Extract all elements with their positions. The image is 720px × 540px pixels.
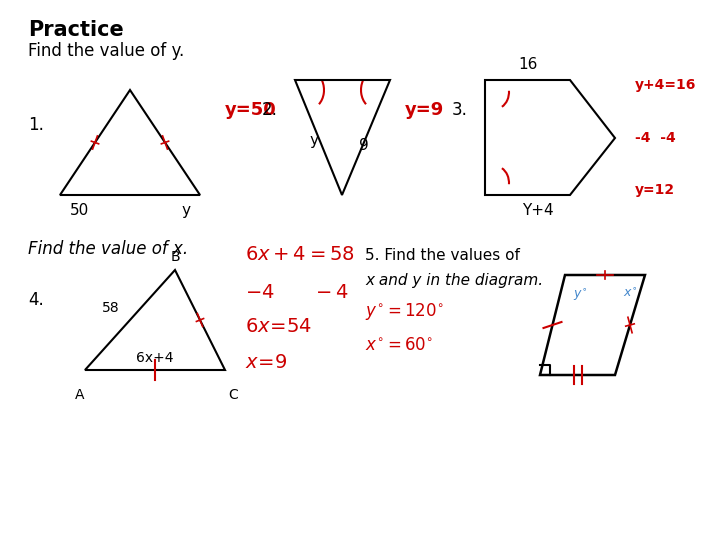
Text: x and y in the diagram.: x and y in the diagram. bbox=[365, 273, 543, 287]
Text: y+4=16: y+4=16 bbox=[635, 78, 696, 92]
Text: -4  -4: -4 -4 bbox=[635, 131, 676, 145]
Text: $x^{\circ}$: $x^{\circ}$ bbox=[623, 287, 637, 300]
Text: $6x+4=58$: $6x+4=58$ bbox=[245, 246, 355, 265]
Text: 4.: 4. bbox=[28, 291, 44, 309]
Text: 3.: 3. bbox=[452, 101, 468, 119]
Text: $y^{\circ}$: $y^{\circ}$ bbox=[573, 287, 588, 303]
Text: 6x+4: 6x+4 bbox=[136, 351, 174, 365]
Text: $x^{\circ}=60^{\circ}$: $x^{\circ}=60^{\circ}$ bbox=[365, 336, 433, 354]
Text: y: y bbox=[310, 132, 318, 147]
Text: Practice: Practice bbox=[28, 20, 124, 40]
Text: 2.: 2. bbox=[262, 101, 278, 119]
Text: 5. Find the values of: 5. Find the values of bbox=[365, 247, 525, 262]
Text: A: A bbox=[76, 388, 85, 402]
Text: y: y bbox=[182, 203, 191, 218]
Text: y=9: y=9 bbox=[405, 101, 444, 119]
Text: 16: 16 bbox=[518, 57, 537, 72]
Text: Find the value of x.: Find the value of x. bbox=[28, 240, 188, 258]
Text: C: C bbox=[228, 388, 238, 402]
Text: Y+4: Y+4 bbox=[522, 203, 553, 218]
Text: 50: 50 bbox=[70, 203, 89, 218]
Text: y=50: y=50 bbox=[225, 101, 276, 119]
Text: y=12: y=12 bbox=[635, 183, 675, 197]
Text: Find the value of y.: Find the value of y. bbox=[28, 42, 184, 60]
Text: B: B bbox=[170, 250, 180, 264]
Text: $x\!=\!9$: $x\!=\!9$ bbox=[245, 353, 288, 372]
Text: 9: 9 bbox=[359, 138, 369, 152]
Text: $6x\!=\!54$: $6x\!=\!54$ bbox=[245, 318, 312, 336]
Text: 1.: 1. bbox=[28, 116, 44, 134]
Text: 58: 58 bbox=[102, 301, 120, 315]
Text: $-4 \quad\quad -4$: $-4 \quad\quad -4$ bbox=[245, 282, 349, 301]
Text: $y^{\circ}=120^{\circ}$: $y^{\circ}=120^{\circ}$ bbox=[365, 301, 444, 322]
